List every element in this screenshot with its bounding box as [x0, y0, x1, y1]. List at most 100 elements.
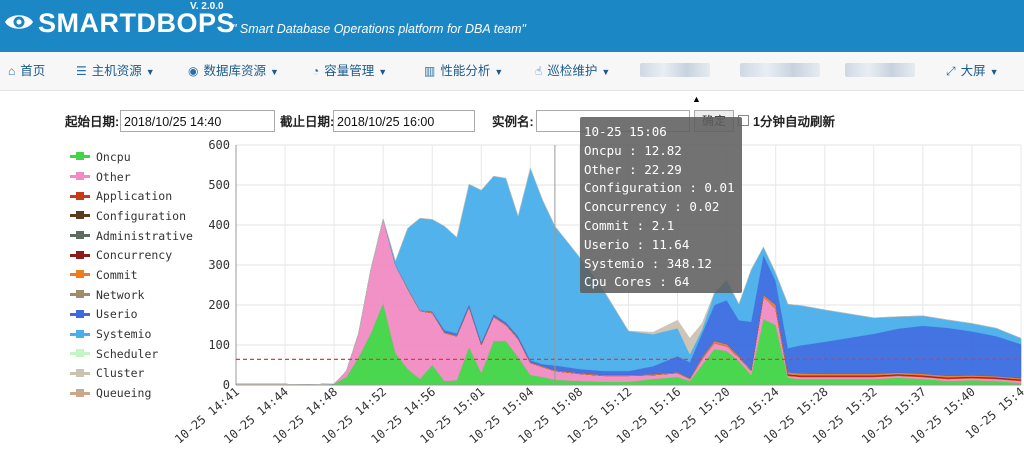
legend-item[interactable]: Application — [70, 186, 193, 206]
redacted-nav-item[interactable] — [845, 63, 915, 77]
hand-icon: ☝ — [535, 64, 543, 78]
legend-label: Queueing — [96, 386, 152, 401]
auto-refresh-label: 1分钟自动刷新 — [753, 115, 835, 129]
legend-item[interactable]: Concurrency — [70, 245, 193, 265]
y-tick-label: 200 — [208, 298, 230, 312]
legend-swatch — [70, 211, 90, 220]
legend-swatch — [70, 329, 90, 338]
eye-logo-icon — [5, 15, 33, 29]
brand-name: SMARTDBOPS — [38, 8, 236, 38]
legend-swatch — [70, 309, 90, 318]
nav-item-4[interactable]: ▥ 性能分析 ▼ — [424, 52, 503, 90]
database-icon: ◉ — [188, 64, 199, 78]
tooltip-line: 10-25 15:06 — [584, 124, 667, 139]
legend-label: Userio — [96, 307, 138, 322]
legend-item[interactable]: Queueing — [70, 383, 193, 403]
tooltip-line: Userio : 11.64 — [584, 236, 690, 252]
chart-tooltip: 10-25 15:06 Oncpu : 12.82 Other : 22.29 Con… — [580, 117, 742, 293]
legend-label: Application — [96, 189, 173, 204]
legend-item[interactable]: Systemio — [70, 324, 193, 344]
tagline: " Smart Database Operations platform for… — [232, 22, 526, 36]
y-tick-label: 500 — [208, 178, 230, 192]
nav-item-label: 首页 — [20, 64, 46, 78]
legend-label: Oncpu — [96, 149, 131, 164]
instance-label: 实例名: — [492, 115, 534, 129]
tooltip-line: Configuration : 0.01 — [584, 180, 735, 196]
y-tick-label: 400 — [208, 218, 230, 232]
legend-label: Scheduler — [96, 346, 159, 361]
y-tick-label: 300 — [208, 258, 230, 272]
end-date-label: 截止日期: — [280, 115, 335, 129]
tooltip-line: Commit : 2.1 — [584, 217, 675, 233]
area-series-cluster — [236, 167, 1022, 385]
legend-label: Configuration — [96, 208, 187, 223]
legend-item[interactable]: Userio — [70, 305, 193, 325]
tooltip-line: Concurrency : 0.02 — [584, 199, 720, 215]
legend-item[interactable]: Configuration — [70, 206, 193, 226]
legend-label: Commit — [96, 267, 138, 282]
y-tick-label: 600 — [208, 138, 230, 152]
legend-item[interactable]: Other — [70, 167, 193, 187]
y-tick-label: 100 — [208, 338, 230, 352]
tooltip-line: Other : 22.29 — [584, 161, 682, 177]
pointer-up-icon: ▲ — [692, 94, 701, 104]
nav-item-2[interactable]: ◉ 数据库资源 ▼ — [188, 52, 279, 90]
chevron-down-icon: ▼ — [270, 67, 279, 77]
legend-item[interactable]: Cluster — [70, 364, 193, 384]
legend-swatch — [70, 172, 90, 181]
nav-item-1[interactable]: ☰ 主机资源 ▼ — [76, 52, 155, 90]
tooltip-line: Cpu Cores : 64 — [584, 274, 690, 290]
legend-label: Other — [96, 169, 131, 184]
version-label: V. 2.0.0 — [190, 1, 224, 12]
nav-item-0[interactable]: ⌂ 首页 — [8, 52, 45, 90]
tooltip-line: Oncpu : 12.82 — [584, 142, 682, 158]
legend-label: Administrative — [96, 228, 193, 243]
redacted-nav-item[interactable] — [640, 63, 710, 77]
legend-swatch — [70, 231, 90, 240]
legend-swatch — [70, 290, 90, 299]
chevron-down-icon: ▼ — [378, 67, 388, 77]
nav-item-6[interactable]: ⤢ 大屏 ▼ — [946, 52, 999, 90]
resize-icon: ⤢ — [946, 64, 956, 78]
nav-item-5[interactable]: ☝ 巡检维护 ▼ — [535, 52, 610, 90]
tooltip-line: Systemio : 348.12 — [584, 255, 712, 271]
chevron-down-icon: ▼ — [145, 67, 155, 77]
app-header: SMARTDBOPS V. 2.0.0 " Smart Database Ope… — [0, 0, 1024, 52]
nav-item-label: 容量管理 — [324, 64, 375, 78]
y-tick-label: 0 — [223, 378, 230, 392]
legend-label: Concurrency — [96, 248, 173, 263]
redacted-nav-item[interactable] — [740, 63, 820, 77]
legend-swatch — [70, 368, 90, 377]
legend-swatch — [70, 349, 90, 358]
end-date-input[interactable]: 2018/10/25 16:00 — [333, 110, 475, 132]
legend-label: Systemio — [96, 327, 152, 342]
nav-item-label: 大屏 — [960, 64, 986, 78]
chevron-down-icon: ▼ — [989, 67, 999, 77]
legend-item[interactable]: Network — [70, 285, 193, 305]
list-icon: ☰ — [76, 64, 87, 78]
legend-swatch — [70, 250, 90, 259]
legend-item[interactable]: Oncpu — [70, 147, 193, 167]
legend-swatch — [70, 152, 90, 161]
chart-legend: Oncpu Other Application Configuration Admini… — [70, 147, 193, 403]
nav-item-label: 性能分析 — [440, 64, 491, 78]
nav-item-3[interactable]: ◔ 容量管理 ▼ — [312, 52, 387, 90]
legend-item[interactable]: Scheduler — [70, 344, 193, 364]
legend-label: Cluster — [96, 366, 145, 381]
nav-item-label: 数据库资源 — [203, 64, 266, 78]
legend-swatch — [70, 388, 90, 397]
legend-label: Network — [96, 287, 145, 302]
legend-swatch — [70, 191, 90, 200]
chevron-down-icon: ▼ — [601, 67, 611, 77]
legend-swatch — [70, 270, 90, 279]
legend-item[interactable]: Administrative — [70, 226, 193, 246]
bar-chart-icon: ▥ — [424, 64, 436, 78]
start-date-label: 起始日期: — [65, 115, 120, 129]
home-icon: ⌂ — [8, 64, 16, 78]
chevron-down-icon: ▼ — [494, 67, 504, 77]
legend-item[interactable]: Commit — [70, 265, 193, 285]
nav-item-label: 巡检维护 — [547, 64, 598, 78]
start-date-input[interactable]: 2018/10/25 14:40 — [120, 110, 275, 132]
nav-item-label: 主机资源 — [91, 64, 142, 78]
